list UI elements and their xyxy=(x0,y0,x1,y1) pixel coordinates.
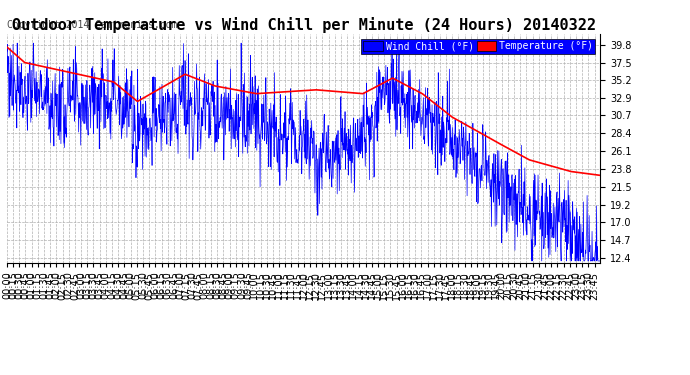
Title: Outdoor Temperature vs Wind Chill per Minute (24 Hours) 20140322: Outdoor Temperature vs Wind Chill per Mi… xyxy=(12,16,595,33)
Legend: Wind Chill (°F), Temperature (°F): Wind Chill (°F), Temperature (°F) xyxy=(361,39,595,54)
Text: Copyright 2014 Cartronics.com: Copyright 2014 Cartronics.com xyxy=(8,20,178,30)
